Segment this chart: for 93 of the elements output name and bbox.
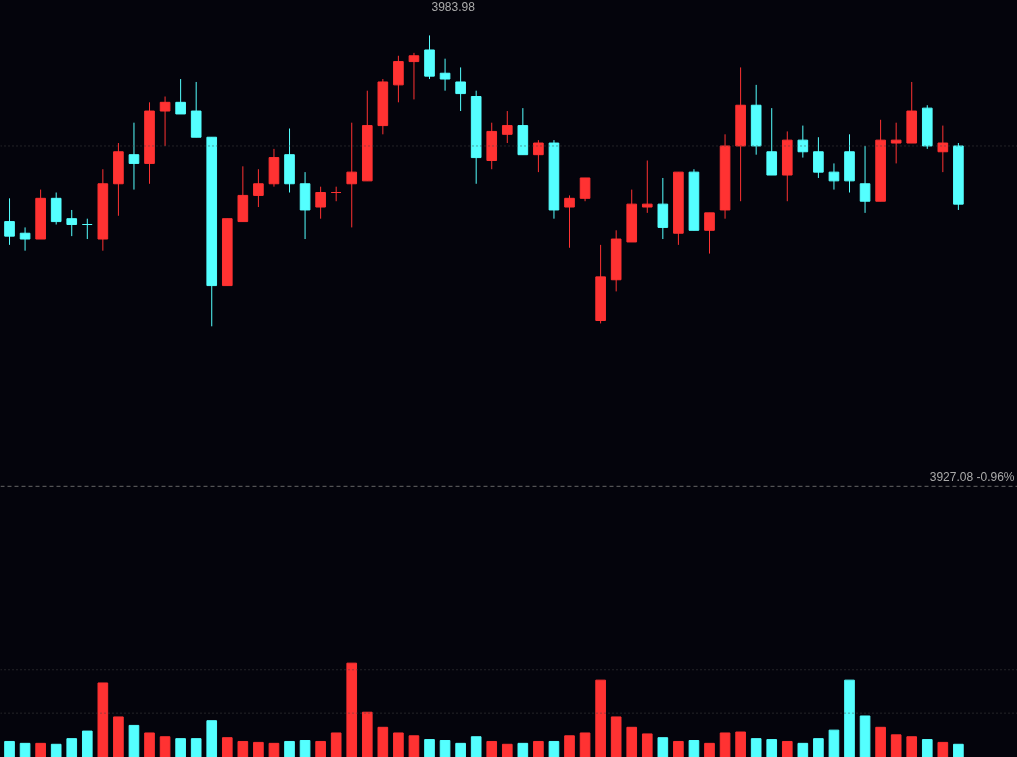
candlestick bbox=[4, 197, 15, 246]
bar bbox=[144, 732, 155, 757]
bar bbox=[377, 726, 389, 757]
candlestick bbox=[81, 218, 93, 240]
bar bbox=[330, 732, 342, 757]
bar bbox=[253, 741, 264, 757]
bar bbox=[579, 732, 591, 757]
candlestick bbox=[766, 107, 778, 176]
bar bbox=[735, 731, 746, 757]
bar bbox=[906, 736, 918, 757]
candlestick bbox=[128, 122, 140, 191]
bar bbox=[4, 740, 15, 757]
bar bbox=[361, 711, 373, 757]
bar bbox=[470, 736, 482, 757]
candlestick bbox=[315, 186, 326, 220]
candlestick bbox=[346, 122, 358, 228]
bar bbox=[97, 682, 109, 757]
bar bbox=[237, 740, 249, 757]
bar bbox=[35, 742, 46, 757]
bar bbox=[548, 740, 560, 757]
bar bbox=[517, 742, 529, 757]
bar bbox=[657, 737, 669, 757]
candlestick bbox=[19, 226, 31, 252]
bar bbox=[128, 724, 140, 757]
bar bbox=[81, 730, 93, 757]
candlestick bbox=[253, 168, 264, 208]
bar bbox=[393, 732, 404, 757]
bar bbox=[937, 741, 949, 757]
bar bbox=[221, 737, 233, 757]
candlestick bbox=[641, 160, 653, 214]
bar bbox=[859, 715, 871, 757]
candlestick bbox=[393, 55, 404, 103]
bar bbox=[626, 726, 638, 757]
text: 3927.08 -0.96% bbox=[929, 470, 1015, 485]
bar bbox=[501, 743, 513, 757]
candlestick bbox=[66, 209, 78, 237]
bar bbox=[175, 738, 186, 757]
bar bbox=[486, 740, 498, 757]
candlestick bbox=[704, 212, 715, 255]
bar bbox=[750, 738, 762, 757]
bar bbox=[797, 742, 809, 757]
bar bbox=[19, 742, 31, 757]
bar bbox=[610, 716, 622, 757]
bar bbox=[190, 738, 202, 757]
candlestick bbox=[533, 139, 544, 173]
bar bbox=[704, 742, 715, 757]
candlestick bbox=[657, 177, 669, 240]
candlestick bbox=[797, 125, 809, 159]
bar bbox=[284, 740, 295, 757]
bar bbox=[206, 720, 218, 757]
bar bbox=[424, 739, 435, 757]
bar bbox=[641, 733, 653, 757]
bar bbox=[766, 739, 778, 757]
candlestick bbox=[501, 110, 513, 144]
bar bbox=[439, 740, 451, 757]
bar bbox=[844, 679, 855, 757]
bar bbox=[781, 740, 793, 757]
candlestick bbox=[579, 177, 591, 202]
candlestick bbox=[408, 52, 420, 100]
candlestick bbox=[813, 136, 824, 179]
bar bbox=[533, 740, 544, 757]
bar bbox=[315, 740, 326, 757]
bar bbox=[953, 743, 964, 757]
bar bbox=[921, 739, 933, 757]
bar bbox=[346, 662, 358, 757]
bar bbox=[890, 734, 902, 757]
candlestick bbox=[439, 58, 451, 92]
candlestick bbox=[937, 125, 949, 173]
bar bbox=[268, 742, 280, 757]
candlestick bbox=[890, 122, 902, 164]
candlestick bbox=[828, 162, 840, 191]
candlestick bbox=[859, 145, 871, 214]
bar bbox=[719, 732, 731, 757]
bar bbox=[828, 729, 840, 757]
candlestick bbox=[50, 192, 62, 225]
bar bbox=[66, 738, 78, 757]
bar bbox=[875, 726, 886, 757]
bar bbox=[673, 740, 684, 757]
bar bbox=[564, 735, 575, 757]
bar bbox=[455, 742, 466, 757]
candlestick bbox=[455, 66, 466, 112]
bar bbox=[408, 735, 420, 757]
candlestick bbox=[175, 78, 186, 115]
candlestick bbox=[159, 96, 171, 147]
text: 3983.98 bbox=[431, 0, 476, 14]
bar bbox=[688, 740, 700, 757]
bar bbox=[299, 740, 311, 757]
bar bbox=[595, 679, 606, 757]
bar bbox=[159, 736, 171, 757]
candlestick bbox=[564, 194, 575, 249]
bar bbox=[113, 716, 124, 757]
bar bbox=[813, 738, 824, 757]
bar bbox=[50, 743, 62, 757]
